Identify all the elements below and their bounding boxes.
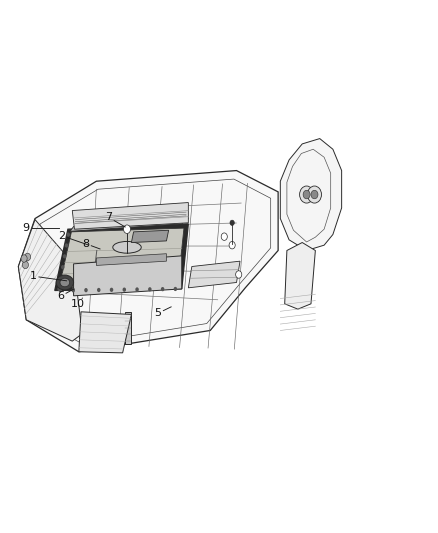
Polygon shape (131, 230, 169, 243)
Circle shape (59, 276, 63, 280)
Text: 5: 5 (154, 309, 161, 318)
Circle shape (300, 186, 314, 203)
Circle shape (110, 288, 113, 292)
Ellipse shape (113, 241, 141, 253)
Polygon shape (72, 203, 188, 229)
Polygon shape (18, 220, 82, 341)
Polygon shape (59, 228, 184, 288)
Polygon shape (96, 254, 166, 265)
Text: 1: 1 (29, 271, 36, 281)
Circle shape (67, 232, 70, 237)
Circle shape (230, 220, 234, 225)
Circle shape (173, 287, 177, 291)
Circle shape (307, 186, 321, 203)
Text: 10: 10 (71, 299, 85, 309)
Circle shape (57, 287, 61, 291)
Polygon shape (280, 139, 342, 251)
Circle shape (236, 271, 242, 278)
Circle shape (65, 244, 68, 248)
Polygon shape (285, 243, 315, 309)
Circle shape (63, 254, 67, 259)
Ellipse shape (60, 278, 70, 287)
Circle shape (22, 261, 28, 269)
Circle shape (25, 253, 31, 261)
Text: 7: 7 (105, 213, 112, 222)
Polygon shape (125, 312, 131, 344)
Circle shape (123, 287, 126, 292)
Circle shape (148, 287, 152, 292)
Text: 6: 6 (57, 292, 64, 301)
Circle shape (221, 233, 227, 240)
Circle shape (84, 288, 88, 292)
Circle shape (303, 190, 310, 199)
Text: 8: 8 (82, 239, 89, 248)
Circle shape (21, 255, 27, 262)
Circle shape (135, 287, 139, 292)
Polygon shape (74, 256, 182, 296)
Polygon shape (70, 219, 188, 231)
Ellipse shape (56, 275, 74, 290)
Circle shape (229, 241, 235, 249)
Polygon shape (18, 171, 278, 352)
Circle shape (97, 288, 100, 292)
Polygon shape (188, 261, 240, 288)
Circle shape (311, 190, 318, 199)
Text: 2: 2 (58, 231, 65, 240)
Circle shape (161, 287, 164, 291)
Circle shape (71, 288, 75, 293)
Text: 9: 9 (23, 223, 30, 233)
Circle shape (61, 265, 64, 269)
Circle shape (59, 288, 62, 293)
Polygon shape (55, 224, 188, 290)
Polygon shape (79, 312, 131, 353)
Circle shape (124, 225, 131, 233)
